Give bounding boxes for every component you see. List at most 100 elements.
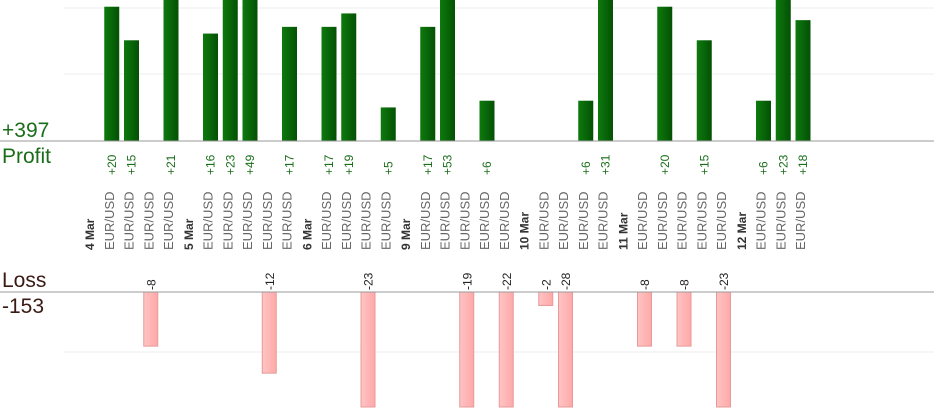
instrument-label: EUR/USD: [378, 191, 393, 250]
profit-value-label: +15: [697, 154, 711, 175]
instrument-label: EUR/USD: [418, 191, 433, 250]
profit-value-label: +19: [342, 154, 356, 175]
instrument-label: EUR/USD: [596, 191, 611, 250]
profit-bar: [696, 40, 712, 141]
instrument-label: EUR/USD: [102, 191, 117, 250]
instrument-label: EUR/USD: [773, 191, 788, 250]
profit-bar: [163, 0, 179, 141]
total-profit-value: +397: [2, 119, 50, 142]
loss-bar: [637, 291, 652, 347]
profit-value-label: +23: [776, 154, 790, 175]
loss-value-label: -23: [717, 272, 731, 290]
loss-label: Loss: [2, 269, 47, 292]
loss-bar: [360, 291, 376, 408]
instrument-label: EUR/USD: [438, 191, 453, 250]
loss-bar: [676, 291, 692, 347]
loss-value-label: -2: [539, 279, 553, 290]
instrument-label: EUR/USD: [161, 191, 176, 250]
profit-label: Profit: [2, 145, 52, 168]
instrument-label: EUR/USD: [122, 191, 137, 250]
instrument-label: EUR/USD: [359, 191, 374, 250]
instrument-label: EUR/USD: [694, 191, 709, 250]
profit-value-label: +31: [599, 154, 613, 175]
profit-value-label: +6: [757, 161, 771, 175]
profit-bar: [104, 6, 120, 142]
profit-bar: [222, 0, 238, 141]
instrument-label: EUR/USD: [536, 191, 551, 250]
profit-bar: [440, 0, 455, 141]
instrument-label: EUR/USD: [754, 191, 769, 250]
profit-bar: [795, 20, 811, 142]
loss-bar: [498, 291, 514, 408]
instrument-label: EUR/USD: [576, 191, 591, 250]
instrument-label: EUR/USD: [319, 191, 334, 250]
loss-bars: -8 -12 -23 -19 -22 -2 -28 -8 -8 -23: [143, 272, 731, 408]
total-loss-value: -153: [2, 295, 45, 318]
profit-value-label: +23: [223, 154, 237, 175]
instrument-label: EUR/USD: [793, 191, 808, 250]
instrument-label: EUR/USD: [497, 191, 512, 250]
profit-bar: [775, 0, 791, 141]
profit-value-label: +18: [796, 154, 810, 175]
loss-value-label: -8: [678, 279, 692, 290]
date-label: 10 Mar: [518, 212, 532, 250]
loss-value-label: -8: [144, 279, 158, 290]
instrument-label: EUR/USD: [714, 191, 729, 250]
profit-bar: [380, 107, 396, 141]
instrument-label: EUR/USD: [201, 191, 216, 250]
profit-bar: [598, 0, 613, 141]
profit-value-label: +17: [322, 154, 336, 175]
instrument-label: EUR/USD: [556, 191, 571, 250]
profit-bar: [321, 26, 337, 141]
loss-value-label: -23: [362, 272, 376, 290]
loss-value-label: -8: [638, 279, 652, 290]
loss-value-label: -28: [559, 272, 573, 290]
profit-bar: [578, 100, 594, 141]
loss-bar: [261, 291, 277, 374]
instrument-label: EUR/USD: [457, 191, 472, 250]
profit-value-label: +15: [125, 154, 139, 175]
profit-value-label: +6: [480, 161, 494, 175]
profit-value-label: +17: [283, 154, 297, 175]
profit-bar: [124, 40, 139, 141]
loss-bar: [538, 291, 554, 307]
instrument-label: EUR/USD: [675, 191, 690, 250]
loss-bar: [459, 291, 475, 408]
instrument-label: EUR/USD: [339, 191, 354, 250]
loss-bar: [716, 291, 731, 408]
profit-value-label: +20: [658, 154, 672, 175]
date-label: 11 Mar: [616, 212, 630, 250]
instrument-label: EUR/USD: [477, 191, 492, 250]
date-label: 6 Mar: [300, 218, 314, 250]
profit-value-label: +53: [441, 154, 455, 175]
loss-value-label: -22: [500, 272, 514, 290]
category-labels: 4 Mar EUR/USD EUR/USD EUR/USD EUR/USD 5 Mar EU…: [83, 191, 808, 250]
loss-bar: [558, 291, 573, 408]
instrument-label: EUR/USD: [635, 191, 650, 250]
date-label: 9 Mar: [399, 218, 413, 250]
profit-bar: [756, 100, 771, 141]
profit-value-label: +6: [579, 161, 593, 175]
profit-bar: [420, 26, 436, 141]
profit-bar: [657, 6, 673, 142]
loss-bar: [143, 291, 159, 347]
instrument-label: EUR/USD: [141, 191, 156, 250]
date-label: 4 Mar: [83, 218, 97, 250]
date-label: 12 Mar: [735, 212, 749, 250]
instrument-label: EUR/USD: [220, 191, 235, 250]
profit-bar: [242, 0, 258, 141]
profit-value-label: +16: [204, 154, 218, 175]
loss-value-label: -19: [460, 272, 474, 290]
profit-bar: [203, 33, 218, 142]
instrument-label: EUR/USD: [655, 191, 670, 250]
instrument-label: EUR/USD: [280, 191, 295, 250]
loss-value-label: -12: [263, 272, 277, 290]
profit-bar: [479, 100, 495, 141]
profit-value-label: +17: [421, 154, 435, 175]
date-label: 5 Mar: [182, 218, 196, 250]
profit-bar: [341, 13, 357, 141]
instrument-label: EUR/USD: [240, 191, 255, 250]
profit-value-label: +5: [381, 161, 395, 175]
profit-value-label: +20: [105, 154, 119, 175]
